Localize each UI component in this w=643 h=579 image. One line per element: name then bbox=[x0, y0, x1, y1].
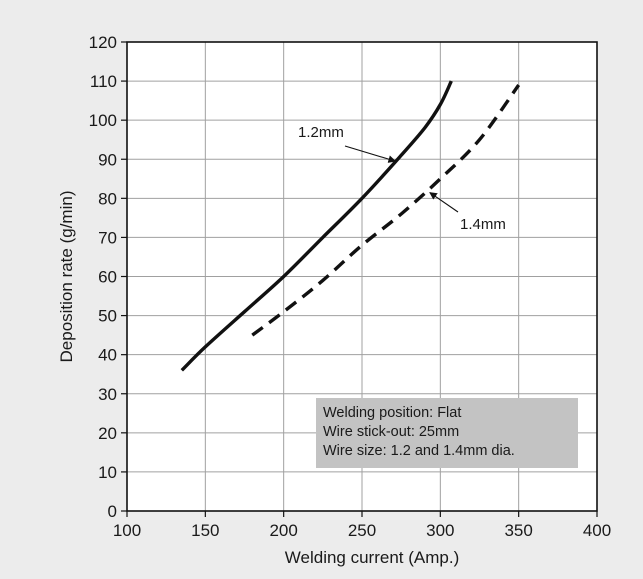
grid bbox=[127, 42, 597, 511]
y-tick-label: 100 bbox=[89, 111, 117, 130]
annotation-line: Wire size: 1.2 and 1.4mm dia. bbox=[323, 443, 515, 459]
series-label-1-4mm: 1.4mm bbox=[460, 216, 506, 233]
y-tick-label: 60 bbox=[98, 268, 117, 287]
y-tick-label: 120 bbox=[89, 33, 117, 52]
x-tick-label: 400 bbox=[583, 521, 611, 540]
x-tick-label: 150 bbox=[191, 521, 219, 540]
series-line-1-4mm bbox=[251, 84, 521, 337]
series-label-arrow-1-4mm bbox=[429, 192, 459, 213]
y-tick-label: 30 bbox=[98, 385, 117, 404]
annotation-box bbox=[316, 398, 578, 468]
series-group bbox=[180, 80, 521, 372]
x-tick-label: 300 bbox=[426, 521, 454, 540]
y-axis-title: Deposition rate (g/min) bbox=[57, 191, 76, 363]
y-tick-label: 80 bbox=[98, 189, 117, 208]
annotation-line: Wire stick-out: 25mm bbox=[323, 424, 459, 440]
y-tick-label: 0 bbox=[108, 502, 117, 521]
x-tick-label: 100 bbox=[113, 521, 141, 540]
annotation-line: Welding position: Flat bbox=[323, 405, 461, 421]
x-tick-label: 250 bbox=[348, 521, 376, 540]
y-tick-label: 50 bbox=[98, 307, 117, 326]
ticks: 100 150 200 250 300 350 400 0 10 20 30 40 50 60 70 80 90… bbox=[89, 33, 612, 540]
x-tick-label: 200 bbox=[269, 521, 297, 540]
y-tick-label: 90 bbox=[98, 150, 117, 169]
y-tick-label: 10 bbox=[98, 463, 117, 482]
x-axis-title: Welding current (Amp.) bbox=[285, 548, 459, 567]
y-tick-label: 70 bbox=[98, 228, 117, 247]
y-tick-label: 110 bbox=[90, 72, 117, 91]
y-tick-label: 20 bbox=[98, 424, 117, 443]
annotation-group: Welding position: Flat Wire stick-out: 2… bbox=[316, 398, 578, 468]
series-line-1-2mm bbox=[180, 80, 453, 372]
series-label-1-2mm: 1.2mm bbox=[298, 124, 344, 141]
series-labels: 1.2mm 1.4mm bbox=[298, 124, 506, 233]
y-tick-label: 40 bbox=[98, 346, 117, 365]
series-label-arrow-1-2mm bbox=[344, 145, 397, 163]
x-tick-label: 350 bbox=[504, 521, 532, 540]
